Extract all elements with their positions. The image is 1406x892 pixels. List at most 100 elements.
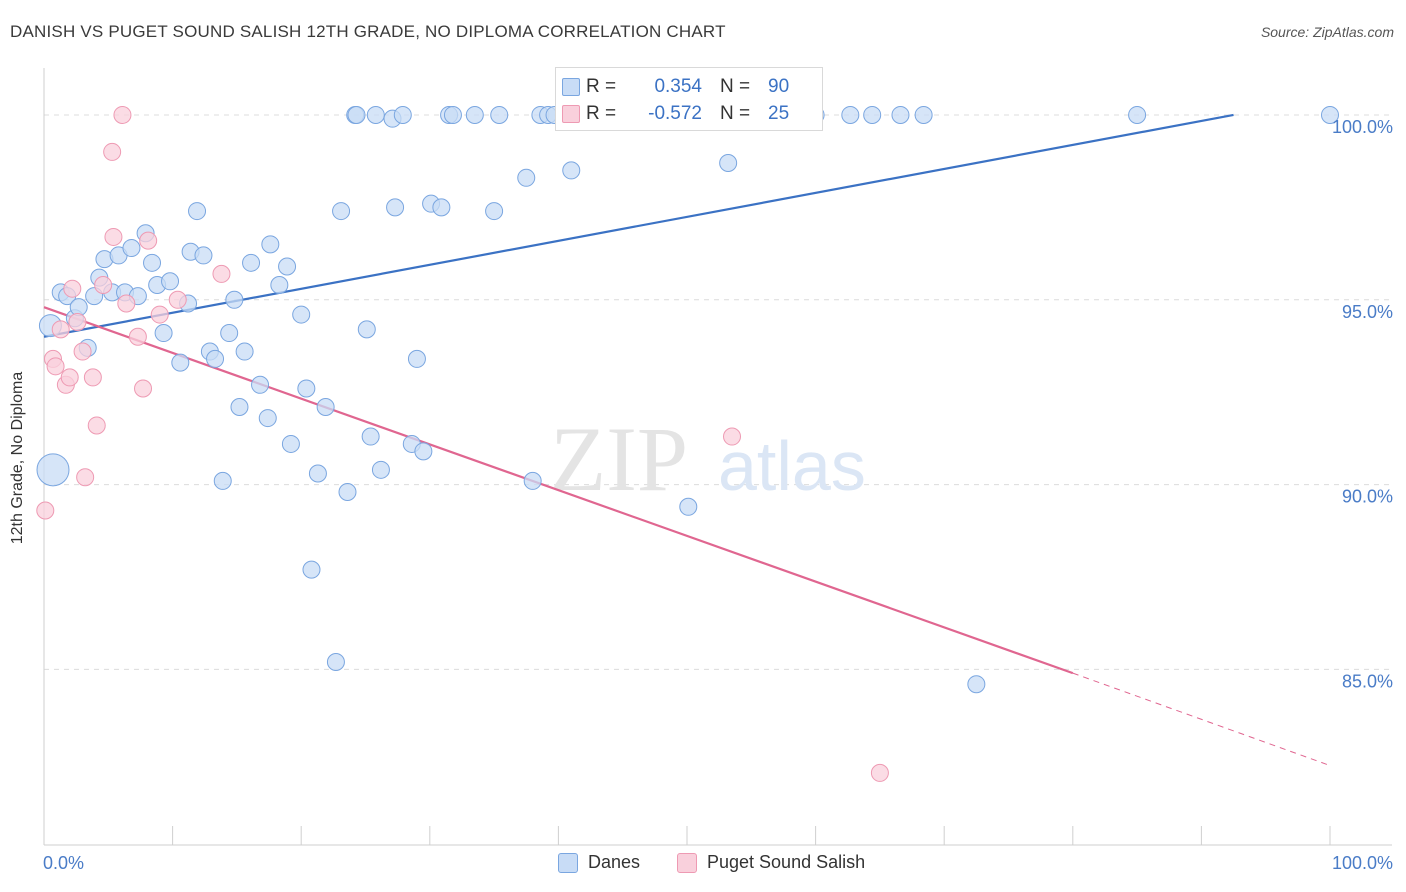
watermark-atlas: atlas bbox=[718, 427, 866, 505]
data-point-danes bbox=[841, 105, 860, 124]
data-point-danes bbox=[292, 305, 311, 324]
legend-item-danes[interactable]: Danes bbox=[558, 852, 640, 873]
data-point-danes bbox=[297, 379, 316, 398]
data-point-puget bbox=[150, 305, 169, 324]
data-point-danes bbox=[1128, 105, 1147, 124]
data-point-danes bbox=[230, 397, 249, 416]
chart-title: DANISH VS PUGET SOUND SALISH 12TH GRADE,… bbox=[10, 22, 726, 41]
legend-item-puget[interactable]: Puget Sound Salish bbox=[677, 852, 865, 873]
data-point-danes bbox=[302, 560, 321, 579]
data-point-puget bbox=[168, 290, 187, 309]
data-point-danes bbox=[967, 675, 986, 694]
data-point-danes bbox=[258, 409, 277, 428]
tick-labels: 85.0% 90.0% 95.0% 100.0% 0.0% 100.0% bbox=[43, 117, 1393, 873]
data-point-danes bbox=[386, 198, 405, 217]
data-point-puget bbox=[139, 231, 158, 250]
data-point-danes bbox=[432, 198, 451, 217]
data-point-puget bbox=[723, 427, 742, 446]
data-point-danes bbox=[278, 257, 297, 276]
y-tick-label: 90.0% bbox=[1342, 487, 1393, 507]
data-point-puget bbox=[113, 105, 132, 124]
data-point-danes bbox=[235, 342, 254, 361]
data-point-puget bbox=[94, 275, 113, 294]
data-point-danes bbox=[270, 275, 289, 294]
trend-line-puget-extension bbox=[1072, 672, 1331, 766]
data-point-danes bbox=[443, 105, 462, 124]
data-point-danes bbox=[220, 324, 239, 343]
data-point-puget bbox=[134, 379, 153, 398]
data-point-puget bbox=[87, 416, 106, 435]
data-point-danes bbox=[393, 105, 412, 124]
data-point-puget bbox=[117, 294, 136, 313]
stats-row-puget: R = -0.572 N = 25 bbox=[562, 101, 790, 127]
stats-n-label: N = bbox=[720, 103, 751, 124]
trend-line-danes bbox=[43, 113, 1234, 338]
data-point-danes bbox=[308, 464, 327, 483]
data-point-danes bbox=[225, 290, 244, 309]
stats-swatch-puget bbox=[562, 105, 580, 123]
data-point-danes bbox=[171, 353, 190, 372]
stats-n-value-puget: 25 bbox=[768, 103, 790, 124]
data-point-puget bbox=[68, 312, 87, 331]
stats-swatch-danes bbox=[562, 78, 580, 96]
data-point-puget bbox=[63, 279, 82, 298]
data-point-danes bbox=[143, 253, 162, 272]
stats-r-label: R = bbox=[586, 103, 617, 124]
data-point-danes bbox=[357, 320, 376, 339]
legend-label-danes: Danes bbox=[588, 852, 641, 872]
data-point-puget bbox=[128, 327, 147, 346]
data-point-danes bbox=[490, 105, 509, 124]
data-point-puget bbox=[60, 368, 79, 387]
data-point-danes bbox=[361, 427, 380, 446]
data-point-danes bbox=[338, 482, 357, 501]
data-point-danes bbox=[194, 246, 213, 265]
watermark-zip: ZIP bbox=[550, 408, 688, 510]
data-point-danes bbox=[161, 272, 180, 291]
data-point-danes bbox=[414, 442, 433, 461]
data-point-danes bbox=[1321, 105, 1339, 124]
data-point-puget bbox=[104, 227, 123, 246]
data-point-puget bbox=[103, 142, 122, 161]
data-point-danes bbox=[719, 154, 738, 173]
data-point-puget bbox=[212, 264, 231, 283]
stats-row-danes: R = 0.354 N = 90 bbox=[562, 74, 790, 100]
data-point-danes bbox=[281, 434, 300, 453]
x-tick-label: 0.0% bbox=[43, 853, 84, 873]
data-point-puget bbox=[870, 763, 889, 782]
data-point-danes bbox=[366, 105, 385, 124]
data-point-danes bbox=[242, 253, 261, 272]
y-tick-label: 85.0% bbox=[1342, 671, 1393, 691]
data-point-danes bbox=[891, 105, 910, 124]
gridlines bbox=[44, 114, 1392, 670]
data-point-danes bbox=[914, 105, 933, 124]
y-tick-label: 95.0% bbox=[1342, 302, 1393, 322]
legend-swatch-puget bbox=[677, 852, 697, 873]
data-point-danes bbox=[523, 471, 542, 490]
data-point-danes bbox=[485, 202, 504, 221]
data-point-puget bbox=[51, 320, 70, 339]
legend-swatch-danes bbox=[558, 852, 578, 873]
stats-n-label: N = bbox=[720, 76, 751, 97]
legend: Danes Puget Sound Salish bbox=[0, 852, 1406, 878]
data-point-danes bbox=[154, 324, 173, 343]
data-point-danes bbox=[261, 235, 280, 254]
stats-n-value-danes: 90 bbox=[768, 76, 790, 97]
data-point-danes bbox=[213, 471, 232, 490]
data-point-danes bbox=[347, 105, 366, 124]
data-point-danes bbox=[326, 653, 345, 672]
stats-box: R = 0.354 N = 90 R = -0.572 N = 25 bbox=[555, 67, 823, 131]
data-point-danes bbox=[371, 460, 390, 479]
stats-r-value-puget: -0.572 bbox=[648, 103, 702, 124]
data-point-danes bbox=[517, 168, 536, 187]
data-point-danes bbox=[562, 161, 581, 180]
data-point-puget bbox=[73, 342, 92, 361]
data-point-danes bbox=[679, 497, 698, 516]
data-point-danes bbox=[407, 349, 426, 368]
data-point-puget bbox=[46, 357, 65, 376]
stats-r-value-danes: 0.354 bbox=[654, 76, 702, 97]
stats-r-label: R = bbox=[586, 76, 617, 97]
data-point-danes bbox=[863, 105, 882, 124]
data-point-danes bbox=[206, 349, 225, 368]
legend-label-puget: Puget Sound Salish bbox=[707, 852, 866, 872]
